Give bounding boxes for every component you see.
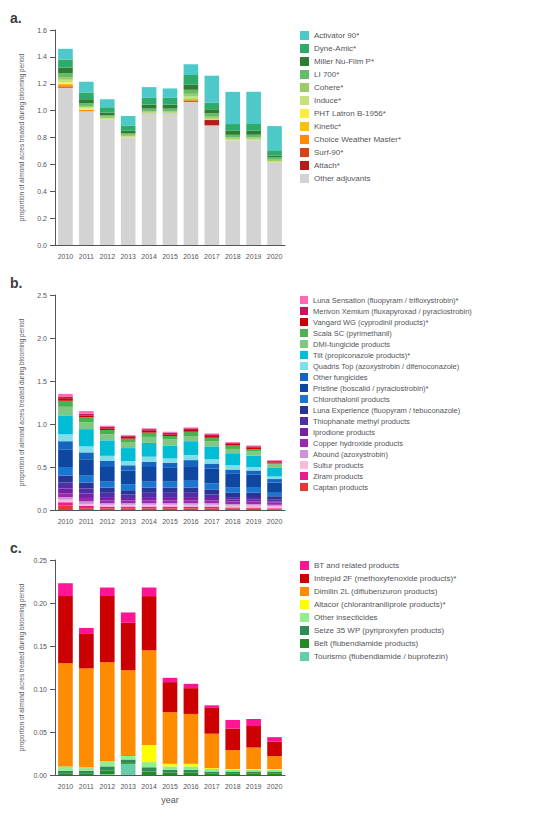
svg-text:0.15: 0.15 [33,643,47,650]
svg-text:Surf-90*: Surf-90* [314,148,343,157]
svg-text:2020: 2020 [267,253,283,260]
svg-text:Thiophanate methyl products: Thiophanate methyl products [313,417,410,426]
svg-text:Choice Weather Master*: Choice Weather Master* [314,135,401,144]
svg-text:Kinetic*: Kinetic* [314,122,341,131]
svg-text:0.05: 0.05 [33,729,47,736]
svg-text:0.2: 0.2 [37,215,47,222]
svg-text:0.0: 0.0 [37,242,47,249]
svg-text:0.00: 0.00 [33,772,47,779]
svg-text:Iprodione products: Iprodione products [313,428,375,437]
svg-text:Other adjuvants: Other adjuvants [314,174,370,183]
svg-text:a.: a. [10,10,22,26]
svg-text:2018: 2018 [225,783,241,790]
svg-text:2010: 2010 [58,518,74,525]
svg-text:Chlorothalonil products: Chlorothalonil products [313,395,390,404]
svg-text:2012: 2012 [99,783,115,790]
svg-text:1.4: 1.4 [37,53,47,60]
svg-text:1.0: 1.0 [37,421,47,428]
svg-text:Tourismo (flubendiamide / bupr: Tourismo (flubendiamide / buprofezin) [314,652,448,661]
svg-text:2018: 2018 [225,253,241,260]
svg-text:2010: 2010 [58,783,74,790]
svg-text:Seize 35 WP (pyriproxyfen prod: Seize 35 WP (pyriproxyfen products) [314,626,444,635]
svg-text:Dimilin 2L (diflubenzuron prod: Dimilin 2L (diflubenzuron products) [314,587,438,596]
svg-text:0.5: 0.5 [37,464,47,471]
svg-text:year: year [161,795,179,805]
svg-text:Attach*: Attach* [314,161,340,170]
svg-text:Miller Nu-Film P*: Miller Nu-Film P* [314,57,374,66]
svg-text:2018: 2018 [225,518,241,525]
svg-text:2013: 2013 [120,783,136,790]
svg-text:1.0: 1.0 [37,107,47,114]
svg-text:1.2: 1.2 [37,80,47,87]
svg-text:2017: 2017 [204,783,220,790]
svg-text:proportion of almond acres tre: proportion of almond acres treated durin… [18,53,26,221]
svg-text:Belt (flubendiamide products): Belt (flubendiamide products) [314,639,418,648]
svg-text:2016: 2016 [183,518,199,525]
svg-text:Other fungicides: Other fungicides [313,373,368,382]
svg-text:0.10: 0.10 [33,686,47,693]
svg-text:2011: 2011 [79,783,94,790]
svg-text:2016: 2016 [183,783,199,790]
svg-text:b.: b. [10,275,22,291]
svg-text:2.0: 2.0 [37,335,47,342]
svg-text:1.6: 1.6 [37,27,47,34]
svg-text:Other insecticides: Other insecticides [314,613,378,622]
svg-text:Copper hydroxide products: Copper hydroxide products [313,439,403,448]
svg-text:0.0: 0.0 [37,507,47,514]
svg-text:Scala SC (pyrimethanil): Scala SC (pyrimethanil) [313,329,392,338]
svg-text:0.20: 0.20 [33,600,47,607]
svg-text:2011: 2011 [79,253,94,260]
svg-text:1.5: 1.5 [37,378,47,385]
svg-text:Vangard WG (cyprodinil product: Vangard WG (cyprodinil products)* [313,318,428,327]
svg-text:Activator 90*: Activator 90* [314,31,359,40]
svg-text:Captan products: Captan products [313,483,368,492]
svg-text:proportion of almond acres tre: proportion of almond acres treated durin… [18,318,26,486]
svg-text:proportion of almond acres tre: proportion of almond acres treated durin… [18,583,26,751]
svg-text:2012: 2012 [99,518,115,525]
svg-text:Quadris Top (azoxystrobin / di: Quadris Top (azoxystrobin / difenoconazo… [313,362,460,371]
svg-text:2016: 2016 [183,253,199,260]
svg-text:2014: 2014 [141,783,157,790]
svg-text:2019: 2019 [246,783,262,790]
svg-text:2020: 2020 [267,783,283,790]
svg-text:Merivon Xemium (fluxapyroxad /: Merivon Xemium (fluxapyroxad / pyraclost… [313,307,472,316]
svg-text:2017: 2017 [204,253,220,260]
svg-text:0.25: 0.25 [33,557,47,564]
svg-text:0.8: 0.8 [37,134,47,141]
svg-text:2019: 2019 [246,518,262,525]
svg-text:2017: 2017 [204,518,220,525]
svg-text:Intrepid 2F (methoxyfenoxide p: Intrepid 2F (methoxyfenoxide products)* [314,574,456,583]
svg-text:2020: 2020 [267,518,283,525]
svg-text:Cohere*: Cohere* [314,83,343,92]
svg-text:2014: 2014 [141,518,157,525]
svg-text:DMI-fungicide products: DMI-fungicide products [313,340,390,349]
svg-text:Sultur products: Sultur products [313,461,364,470]
svg-text:2.5: 2.5 [37,292,47,299]
svg-text:Tilt (propiconazole products)*: Tilt (propiconazole products)* [313,351,410,360]
svg-text:Dyne-Amic*: Dyne-Amic* [314,44,356,53]
svg-text:Induce*: Induce* [314,96,341,105]
svg-text:2014: 2014 [141,253,157,260]
svg-text:2012: 2012 [99,253,115,260]
svg-text:PHT Latron B-1956*: PHT Latron B-1956* [314,109,386,118]
svg-text:2015: 2015 [162,518,178,525]
svg-text:Luna Sensation (fluopyram / tr: Luna Sensation (fluopyram / trifloxystro… [313,296,459,305]
svg-text:Luna Experience (fluopyram / t: Luna Experience (fluopyram / tebuconazol… [313,406,461,415]
svg-text:2011: 2011 [79,518,94,525]
svg-text:Pristine (boscalid / pyraclost: Pristine (boscalid / pyraclostrobin)* [313,384,429,393]
svg-text:Abound (azoxystrobin): Abound (azoxystrobin) [313,450,389,459]
svg-text:LI 700*: LI 700* [314,70,339,79]
svg-text:2015: 2015 [162,253,178,260]
svg-text:2013: 2013 [120,518,136,525]
svg-text:Altacor (chlorantraniliprole p: Altacor (chlorantraniliprole products)* [314,600,446,609]
svg-text:0.4: 0.4 [37,188,47,195]
svg-text:2019: 2019 [246,253,262,260]
svg-text:c.: c. [10,540,22,556]
svg-text:2013: 2013 [120,253,136,260]
svg-text:0.6: 0.6 [37,161,47,168]
svg-text:2015: 2015 [162,783,178,790]
svg-text:BT and related products: BT and related products [314,561,399,570]
svg-text:Ziram products: Ziram products [313,472,363,481]
svg-text:2010: 2010 [58,253,74,260]
